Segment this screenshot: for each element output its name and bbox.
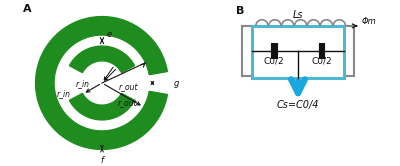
Text: r_in: r_in: [76, 79, 90, 88]
Text: Ls: Ls: [293, 10, 303, 20]
Text: r_out: r_out: [119, 83, 139, 92]
Polygon shape: [36, 17, 167, 149]
Text: C0/2: C0/2: [312, 57, 332, 66]
Text: B: B: [236, 6, 244, 16]
Polygon shape: [70, 46, 134, 73]
Text: C0/2: C0/2: [264, 57, 284, 66]
Text: f: f: [100, 156, 104, 165]
Polygon shape: [70, 93, 134, 120]
Text: Φm: Φm: [361, 17, 376, 26]
Text: A: A: [23, 4, 32, 14]
Text: r_in: r_in: [57, 89, 71, 99]
Text: Cs=C0/4: Cs=C0/4: [277, 100, 319, 110]
Text: g: g: [173, 79, 179, 87]
Text: r_out: r_out: [118, 99, 138, 108]
Bar: [252, 26, 344, 78]
Text: e: e: [106, 30, 112, 39]
